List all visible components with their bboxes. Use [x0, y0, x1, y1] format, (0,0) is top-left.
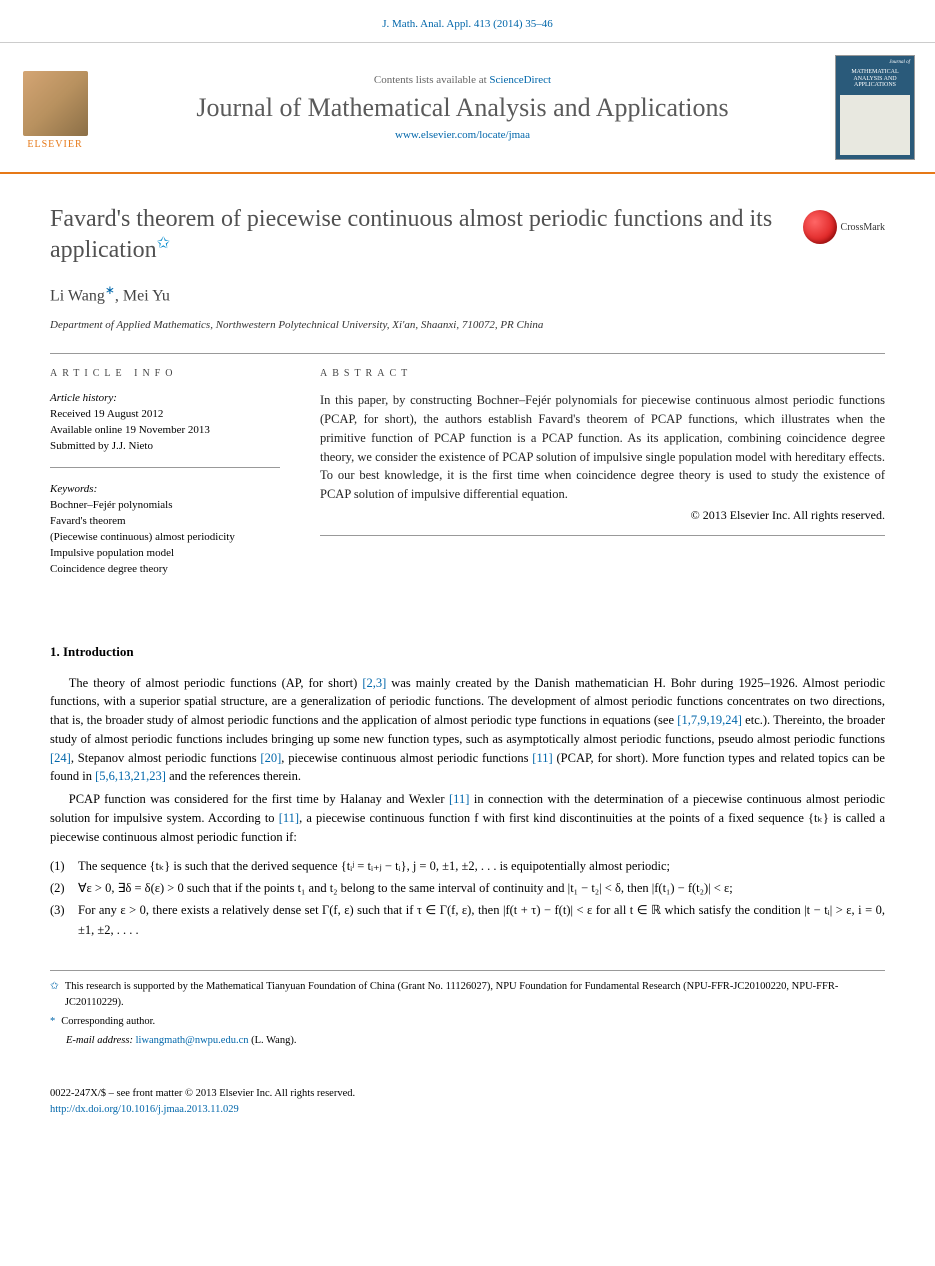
citation-link[interactable]: [1,7,9,19,24] — [677, 713, 742, 727]
keyword: Bochner–Fejér polynomials — [50, 498, 280, 514]
citation-link[interactable]: [5,6,13,21,23] — [95, 769, 166, 783]
def-text: The sequence {tₖ} is such that the deriv… — [78, 856, 885, 876]
abstract-copyright: © 2013 Elsevier Inc. All rights reserved… — [320, 508, 885, 523]
contents-available: Contents lists available at ScienceDirec… — [105, 74, 820, 86]
info-abstract-row: article info Article history: Received 1… — [50, 353, 885, 603]
available-date: Available online 19 November 2013 — [50, 423, 280, 439]
abstract-text: In this paper, by constructing Bochner–F… — [320, 391, 885, 504]
footnote-corresponding: * Corresponding author. — [50, 1014, 885, 1030]
journal-homepage-link[interactable]: www.elsevier.com/locate/jmaa — [105, 129, 820, 141]
affiliation: Department of Applied Mathematics, North… — [50, 319, 885, 331]
elsevier-label: ELSEVIER — [27, 139, 82, 150]
journal-name: Journal of Mathematical Analysis and App… — [105, 92, 820, 123]
cover-title: MATHEMATICAL ANALYSIS AND APPLICATIONS — [840, 69, 910, 89]
keyword: Coincidence degree theory — [50, 562, 280, 578]
article-info-column: article info Article history: Received 1… — [50, 353, 280, 603]
contents-prefix: Contents lists available at — [374, 74, 489, 86]
author-1[interactable]: Li Wang — [50, 287, 105, 304]
corresponding-mark[interactable]: ∗ — [105, 283, 115, 297]
authors: Li Wang∗, Mei Yu — [50, 283, 885, 305]
text: , Stepanov almost periodic functions — [71, 751, 261, 765]
paper-title: Favard's theorem of piecewise continuous… — [50, 204, 783, 265]
def-number: (1) — [50, 856, 78, 876]
article-history-block: Article history: Received 19 August 2012… — [50, 391, 280, 468]
title-row: Favard's theorem of piecewise continuous… — [50, 204, 885, 265]
received-date: Received 19 August 2012 — [50, 407, 280, 423]
issn-copyright: 0022-247X/$ – see front matter © 2013 El… — [50, 1086, 885, 1102]
doi-link[interactable]: http://dx.doi.org/10.1016/j.jmaa.2013.11… — [50, 1104, 239, 1115]
journal-banner: ELSEVIER Contents lists available at Sci… — [0, 42, 935, 174]
abstract-column: abstract In this paper, by constructing … — [320, 353, 885, 603]
email-link[interactable]: liwangmath@nwpu.edu.cn — [136, 1035, 249, 1046]
asterisk-icon: * — [50, 1014, 55, 1030]
keyword: Impulsive population model — [50, 546, 280, 562]
definition-item: (1) The sequence {tₖ} is such that the d… — [50, 856, 885, 876]
citation-link[interactable]: [11] — [532, 751, 552, 765]
citation-link[interactable]: [20] — [260, 751, 281, 765]
text: PCAP function was considered for the fir… — [69, 792, 449, 806]
submitted-by: Submitted by J.J. Nieto — [50, 439, 280, 455]
keywords-label: Keywords: — [50, 482, 280, 498]
keyword: (Piecewise continuous) almost periodicit… — [50, 530, 280, 546]
definition-list: (1) The sequence {tₖ} is such that the d… — [50, 856, 885, 940]
definition-item: (3) For any ε > 0, there exists a relati… — [50, 900, 885, 940]
def-number: (3) — [50, 900, 78, 940]
article-info-heading: article info — [50, 368, 280, 379]
journal-cover-thumbnail[interactable]: Journal of MATHEMATICAL ANALYSIS AND APP… — [835, 55, 915, 160]
footnote-text: This research is supported by the Mathem… — [65, 979, 885, 1011]
cover-body — [840, 95, 910, 155]
text: , piecewise continuous almost periodic f… — [281, 751, 532, 765]
funding-star-icon[interactable]: ✩ — [157, 235, 170, 252]
def-text: ∀ε > 0, ∃δ = δ(ε) > 0 such that if the p… — [78, 878, 885, 898]
footnote-email: E-mail address: liwangmath@nwpu.edu.cn (… — [50, 1033, 885, 1049]
elsevier-logo[interactable]: ELSEVIER — [20, 65, 90, 150]
footnote-funding: ✩ This research is supported by the Math… — [50, 979, 885, 1011]
citation-link[interactable]: [11] — [449, 792, 469, 806]
history-label: Article history: — [50, 391, 280, 407]
intro-paragraph-2: PCAP function was considered for the fir… — [50, 790, 885, 846]
abstract-rule — [320, 535, 885, 536]
keyword: Favard's theorem — [50, 514, 280, 530]
definition-item: (2) ∀ε > 0, ∃δ = δ(ε) > 0 such that if t… — [50, 878, 885, 898]
def-number: (2) — [50, 878, 78, 898]
star-icon: ✩ — [50, 979, 59, 1011]
header-citation[interactable]: J. Math. Anal. Appl. 413 (2014) 35–46 — [0, 0, 935, 42]
cover-label: Journal of — [840, 60, 910, 65]
main-content: Favard's theorem of piecewise continuous… — [0, 174, 935, 1068]
abstract-heading: abstract — [320, 368, 885, 379]
crossmark-badge[interactable]: CrossMark — [803, 210, 885, 244]
email-author: (L. Wang). — [249, 1035, 297, 1046]
footnote-text: Corresponding author. — [61, 1014, 155, 1030]
email-label: E-mail address: — [66, 1035, 133, 1046]
def-text: For any ε > 0, there exists a relatively… — [78, 900, 885, 940]
keywords-block: Keywords: Bochner–Fejér polynomials Fava… — [50, 482, 280, 590]
crossmark-label: CrossMark — [841, 222, 885, 233]
sciencedirect-link[interactable]: ScienceDirect — [489, 74, 551, 86]
page-footer: 0022-247X/$ – see front matter © 2013 El… — [0, 1086, 935, 1148]
banner-center: Contents lists available at ScienceDirec… — [105, 74, 820, 141]
elsevier-tree-icon — [23, 71, 88, 136]
author-2[interactable]: , Mei Yu — [115, 287, 170, 304]
text: The theory of almost periodic functions … — [69, 676, 363, 690]
text: and the references therein. — [166, 769, 301, 783]
crossmark-icon — [803, 210, 837, 244]
section-heading-intro: 1. Introduction — [50, 644, 885, 660]
footnotes: ✩ This research is supported by the Math… — [50, 970, 885, 1048]
citation-link[interactable]: [2,3] — [362, 676, 386, 690]
citation-link[interactable]: [11] — [279, 811, 299, 825]
citation-link[interactable]: [24] — [50, 751, 71, 765]
intro-paragraph-1: The theory of almost periodic functions … — [50, 674, 885, 787]
